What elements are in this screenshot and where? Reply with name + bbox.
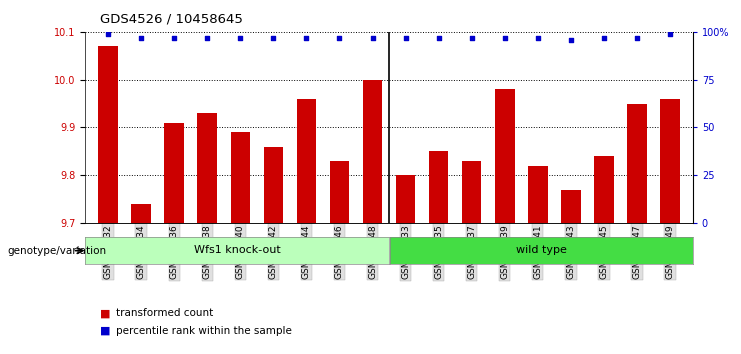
Point xyxy=(465,35,477,40)
Point xyxy=(202,35,213,40)
Bar xyxy=(495,89,514,223)
Point xyxy=(631,35,642,40)
Text: ■: ■ xyxy=(100,326,110,336)
Bar xyxy=(296,99,316,223)
Bar xyxy=(428,152,448,223)
Bar xyxy=(131,204,151,223)
Point xyxy=(565,37,576,42)
Text: ■: ■ xyxy=(100,308,110,318)
Point xyxy=(136,35,147,40)
Text: transformed count: transformed count xyxy=(116,308,213,318)
Point xyxy=(399,35,411,40)
Point xyxy=(234,35,246,40)
Bar xyxy=(594,156,614,223)
Bar xyxy=(99,46,119,223)
Bar xyxy=(396,175,416,223)
Point xyxy=(499,35,511,40)
Point xyxy=(168,35,180,40)
Bar xyxy=(561,190,580,223)
Bar xyxy=(230,132,250,223)
Point xyxy=(268,35,279,40)
Bar xyxy=(198,113,217,223)
Bar xyxy=(362,80,382,223)
Text: wild type: wild type xyxy=(516,245,567,256)
Point xyxy=(532,35,544,40)
Bar xyxy=(165,123,185,223)
Bar xyxy=(264,147,283,223)
Bar xyxy=(627,104,647,223)
Point xyxy=(664,31,676,36)
Text: GDS4526 / 10458645: GDS4526 / 10458645 xyxy=(100,12,243,25)
Point xyxy=(333,35,345,40)
Point xyxy=(301,35,313,40)
Point xyxy=(433,35,445,40)
Bar xyxy=(528,166,548,223)
Point xyxy=(367,35,379,40)
Text: genotype/variation: genotype/variation xyxy=(7,246,107,256)
Point xyxy=(102,31,114,36)
Bar xyxy=(330,161,350,223)
Text: Wfs1 knock-out: Wfs1 knock-out xyxy=(193,245,281,256)
Bar xyxy=(462,161,482,223)
Bar xyxy=(659,99,679,223)
Point xyxy=(598,35,610,40)
Text: percentile rank within the sample: percentile rank within the sample xyxy=(116,326,292,336)
